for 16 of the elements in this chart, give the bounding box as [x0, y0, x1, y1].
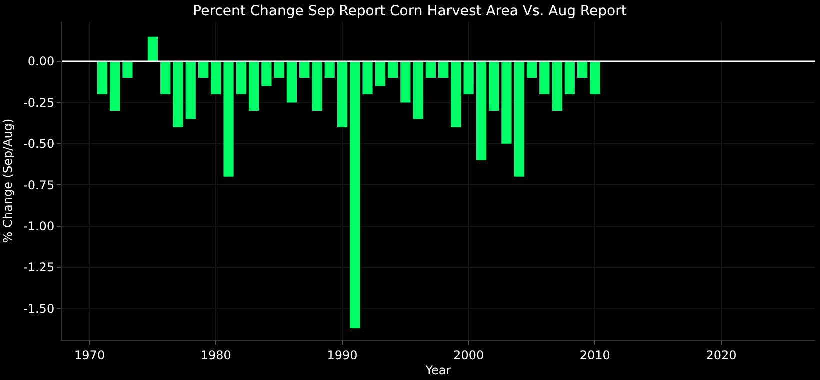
x-tick-label: 1990	[327, 348, 358, 362]
x-tick-label: 2020	[706, 348, 737, 362]
y-tick-label: -1.00	[24, 220, 55, 234]
x-axis-title: Year	[424, 363, 452, 378]
x-tick-label: 2010	[580, 348, 610, 362]
y-tick-label: -0.75	[24, 178, 55, 192]
y-tick-label: -0.25	[24, 96, 55, 110]
y-axis-title: % Change (Sep/Aug)	[0, 118, 15, 244]
y-tick-label: -1.25	[24, 260, 55, 275]
y-tick-label: 0.00	[28, 54, 55, 69]
x-tick-label: 2000	[454, 348, 484, 362]
y-tick-label: -0.50	[24, 137, 55, 152]
y-tick-label: -1.50	[24, 302, 55, 316]
x-tick-label: 1970	[74, 348, 106, 362]
x-tick-label: 1980	[200, 348, 232, 362]
chart-title: Percent Change Sep Report Corn Harvest Area Vs. Aug Report	[193, 4, 628, 20]
